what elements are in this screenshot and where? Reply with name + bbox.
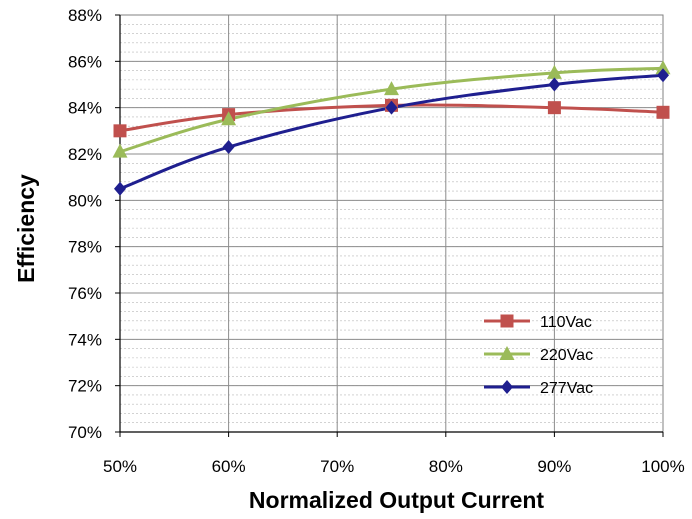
x-tick-labels: 50% 60% 70% 80% 90% 100%: [103, 432, 685, 476]
legend-label-277vac: 277Vac: [540, 380, 593, 397]
y-tick-labels: 70% 72% 74% 76% 78% 80% 82% 84% 86% 88%: [68, 6, 120, 442]
y-tick-label: 80%: [68, 191, 102, 210]
data-point-110vac: [656, 105, 670, 119]
data-point-220vac: [384, 81, 399, 96]
legend-label-220vac: 220Vac: [540, 347, 593, 364]
data-point-220vac: [546, 64, 562, 79]
y-tick-label: 70%: [68, 423, 102, 442]
legend: 110Vac 220Vac 277Vac: [484, 314, 593, 397]
x-tick-label: 90%: [537, 457, 571, 476]
x-tick-label: 50%: [103, 457, 137, 476]
data-point-220vac: [112, 143, 128, 158]
y-tick-label: 84%: [68, 99, 102, 118]
data-point-277vac: [657, 68, 669, 83]
legend-label-110vac: 110Vac: [540, 314, 592, 331]
y-tick-label: 78%: [68, 238, 102, 257]
y-tick-label: 72%: [68, 377, 102, 396]
data-point-277vac: [114, 181, 126, 196]
data-point-277vac: [385, 100, 398, 115]
axes: [119, 15, 663, 433]
y-tick-label: 76%: [68, 284, 102, 303]
series-markers: [112, 60, 671, 196]
plot-area: [120, 15, 663, 432]
legend-marker-277vac: [501, 380, 513, 394]
x-tick-label: 80%: [429, 457, 463, 476]
y-tick-label: 86%: [68, 52, 102, 71]
x-tick-label: 70%: [320, 457, 354, 476]
x-tick-label: 100%: [641, 457, 684, 476]
legend-marker-110vac: [500, 314, 514, 328]
data-point-110vac: [113, 124, 127, 138]
data-point-220vac: [655, 60, 671, 75]
y-axis-title: Efficiency: [13, 174, 39, 283]
y-tick-label: 74%: [68, 330, 102, 349]
data-point-277vac: [222, 140, 235, 155]
y-tick-label: 82%: [68, 145, 102, 164]
data-point-110vac: [547, 101, 561, 115]
x-tick-label: 60%: [212, 457, 246, 476]
y-tick-label: 88%: [68, 6, 102, 25]
data-point-220vac: [221, 111, 237, 126]
x-axis-title: Normalized Output Current: [249, 487, 545, 513]
data-point-277vac: [548, 77, 561, 92]
legend-marker-220vac: [499, 346, 515, 360]
